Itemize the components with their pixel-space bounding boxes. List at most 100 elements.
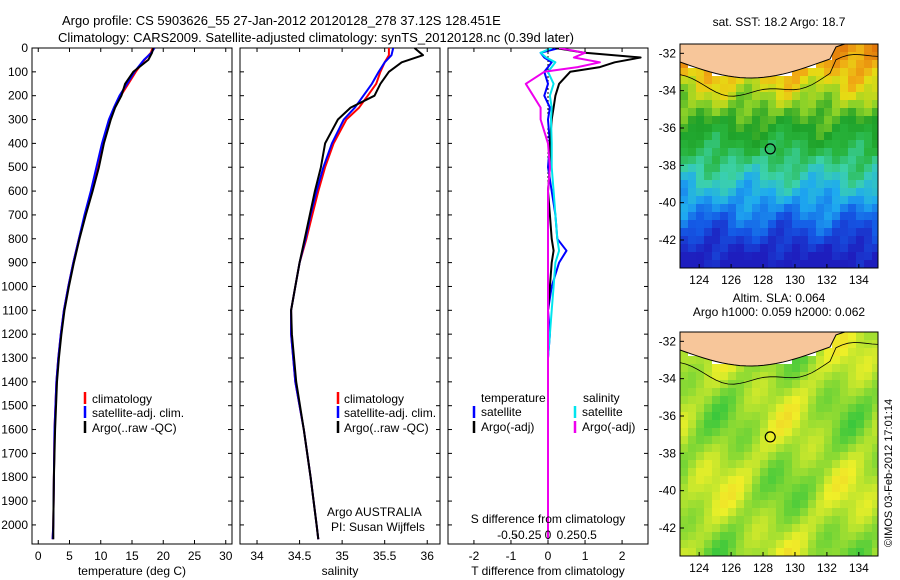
- sst-map-cell: [784, 236, 792, 244]
- figure-title-line2: Climatology: CARS2009. Satellite-adjuste…: [58, 30, 574, 45]
- sst-map-cell: [776, 172, 784, 180]
- sst-map-cell: [840, 204, 848, 212]
- sla-map-cell: [864, 524, 872, 532]
- sla-map-cell: [840, 420, 848, 428]
- sla-map-cell: [744, 484, 752, 492]
- sst-map-cell: [856, 52, 864, 60]
- sst-map-cell: [680, 228, 688, 236]
- sla-map-cell: [864, 468, 872, 476]
- sla-map-cell: [848, 372, 856, 380]
- sst-map-cell: [824, 172, 832, 180]
- sst-map-cell: [752, 108, 760, 116]
- sst-map-cell: [872, 220, 878, 228]
- sla-map-cell: [856, 476, 864, 484]
- sla-map-cell: [768, 532, 776, 540]
- sla-map-cell: [864, 500, 872, 508]
- sla-map-cell: [808, 492, 816, 500]
- sla-map-cell: [776, 396, 784, 404]
- sla-map-cell: [776, 484, 784, 492]
- sla-map-cell: [696, 500, 704, 508]
- sst-map-cell: [864, 76, 872, 84]
- sst-map-cell: [680, 172, 688, 180]
- sla-map-cell: [824, 540, 832, 548]
- sst-map-cell: [864, 100, 872, 108]
- sla-map-cell: [824, 468, 832, 476]
- sst-map-cell: [792, 116, 800, 124]
- sst-map-cell: [704, 100, 712, 108]
- sla-map-frame: [679, 331, 879, 557]
- sla-map-cell: [872, 348, 878, 356]
- sla-map-cell: [856, 340, 864, 348]
- sla-map-cell: [768, 524, 776, 532]
- sst-map-cell: [704, 116, 712, 124]
- sla-map-cell: [800, 356, 808, 364]
- sst-map-cell: [696, 148, 704, 156]
- sla-map-cell: [800, 524, 808, 532]
- sst-map-cell: [864, 52, 872, 60]
- sla-map-cell: [728, 404, 736, 412]
- sst-map-cell: [680, 244, 688, 252]
- sla-map-cell: [784, 396, 792, 404]
- sla-map-cell: [712, 428, 720, 436]
- sla-map-cell: [720, 444, 728, 452]
- sst-map-cell: [704, 156, 712, 164]
- sla-map-cell: [840, 356, 848, 364]
- sla-map-cell: [824, 388, 832, 396]
- sst-map-cell: [768, 204, 776, 212]
- depth-tick-label: 900: [8, 256, 28, 270]
- temperature-xtick-label: 10: [94, 549, 108, 563]
- sla-map-cell: [736, 396, 744, 404]
- sst-map-cell: [792, 148, 800, 156]
- sst-map-cell: [832, 108, 840, 116]
- sst-map-cell: [744, 84, 752, 92]
- sla-map-cell: [848, 548, 856, 556]
- sst-map-cell: [696, 260, 704, 268]
- sla-map-cell: [744, 364, 752, 372]
- sst-map-cell: [808, 84, 816, 92]
- sst-map-cell: [680, 260, 688, 268]
- sla-map-cell: [864, 332, 872, 340]
- sst-map-cell: [840, 180, 848, 188]
- sst-map-cell: [776, 188, 784, 196]
- sla-map-cell: [736, 436, 744, 444]
- sla-map-cell: [680, 540, 688, 548]
- sla-map-cell: [712, 436, 720, 444]
- temperature-xtick-label: 0: [35, 549, 42, 563]
- sla-map-cell: [824, 404, 832, 412]
- sla-map-cell: [760, 372, 768, 380]
- sst-map-cell: [704, 220, 712, 228]
- sst-map-cell: [808, 212, 816, 220]
- sla-map-cell: [744, 500, 752, 508]
- sst-map-cell: [720, 124, 728, 132]
- sla-map-cell: [736, 380, 744, 388]
- sst-map-cell: [808, 220, 816, 228]
- sla-map-cell: [768, 372, 776, 380]
- sst-map-cell: [712, 148, 720, 156]
- sla-map-cell: [720, 540, 728, 548]
- sla-map-cell: [840, 364, 848, 372]
- sst-map-cell: [720, 92, 728, 100]
- sst-map-cell: [840, 196, 848, 204]
- sst-map-cell: [800, 196, 808, 204]
- sst-map-cell: [680, 108, 688, 116]
- sst-map-cell: [832, 76, 840, 84]
- sst-map-cell: [688, 228, 696, 236]
- sla-map-cell: [696, 444, 704, 452]
- sla-map-cell: [688, 500, 696, 508]
- sst-map-cell: [704, 244, 712, 252]
- legend-label-s-satellite: satellite: [582, 405, 623, 419]
- sla-map-cell: [712, 412, 720, 420]
- sla-map-cell: [720, 436, 728, 444]
- sla-map-cell: [816, 428, 824, 436]
- sla-map-cell: [816, 372, 824, 380]
- sla-map-cell: [784, 428, 792, 436]
- sst-map-cell: [688, 132, 696, 140]
- sla-map-cell: [840, 508, 848, 516]
- sla-map-cell: [696, 484, 704, 492]
- sla-map-cell: [704, 460, 712, 468]
- sst-map-cell: [800, 92, 808, 100]
- sst-map-cell: [816, 228, 824, 236]
- sst-map-cell: [872, 260, 878, 268]
- sla-map-cell: [696, 524, 704, 532]
- sla-map-cell: [728, 364, 736, 372]
